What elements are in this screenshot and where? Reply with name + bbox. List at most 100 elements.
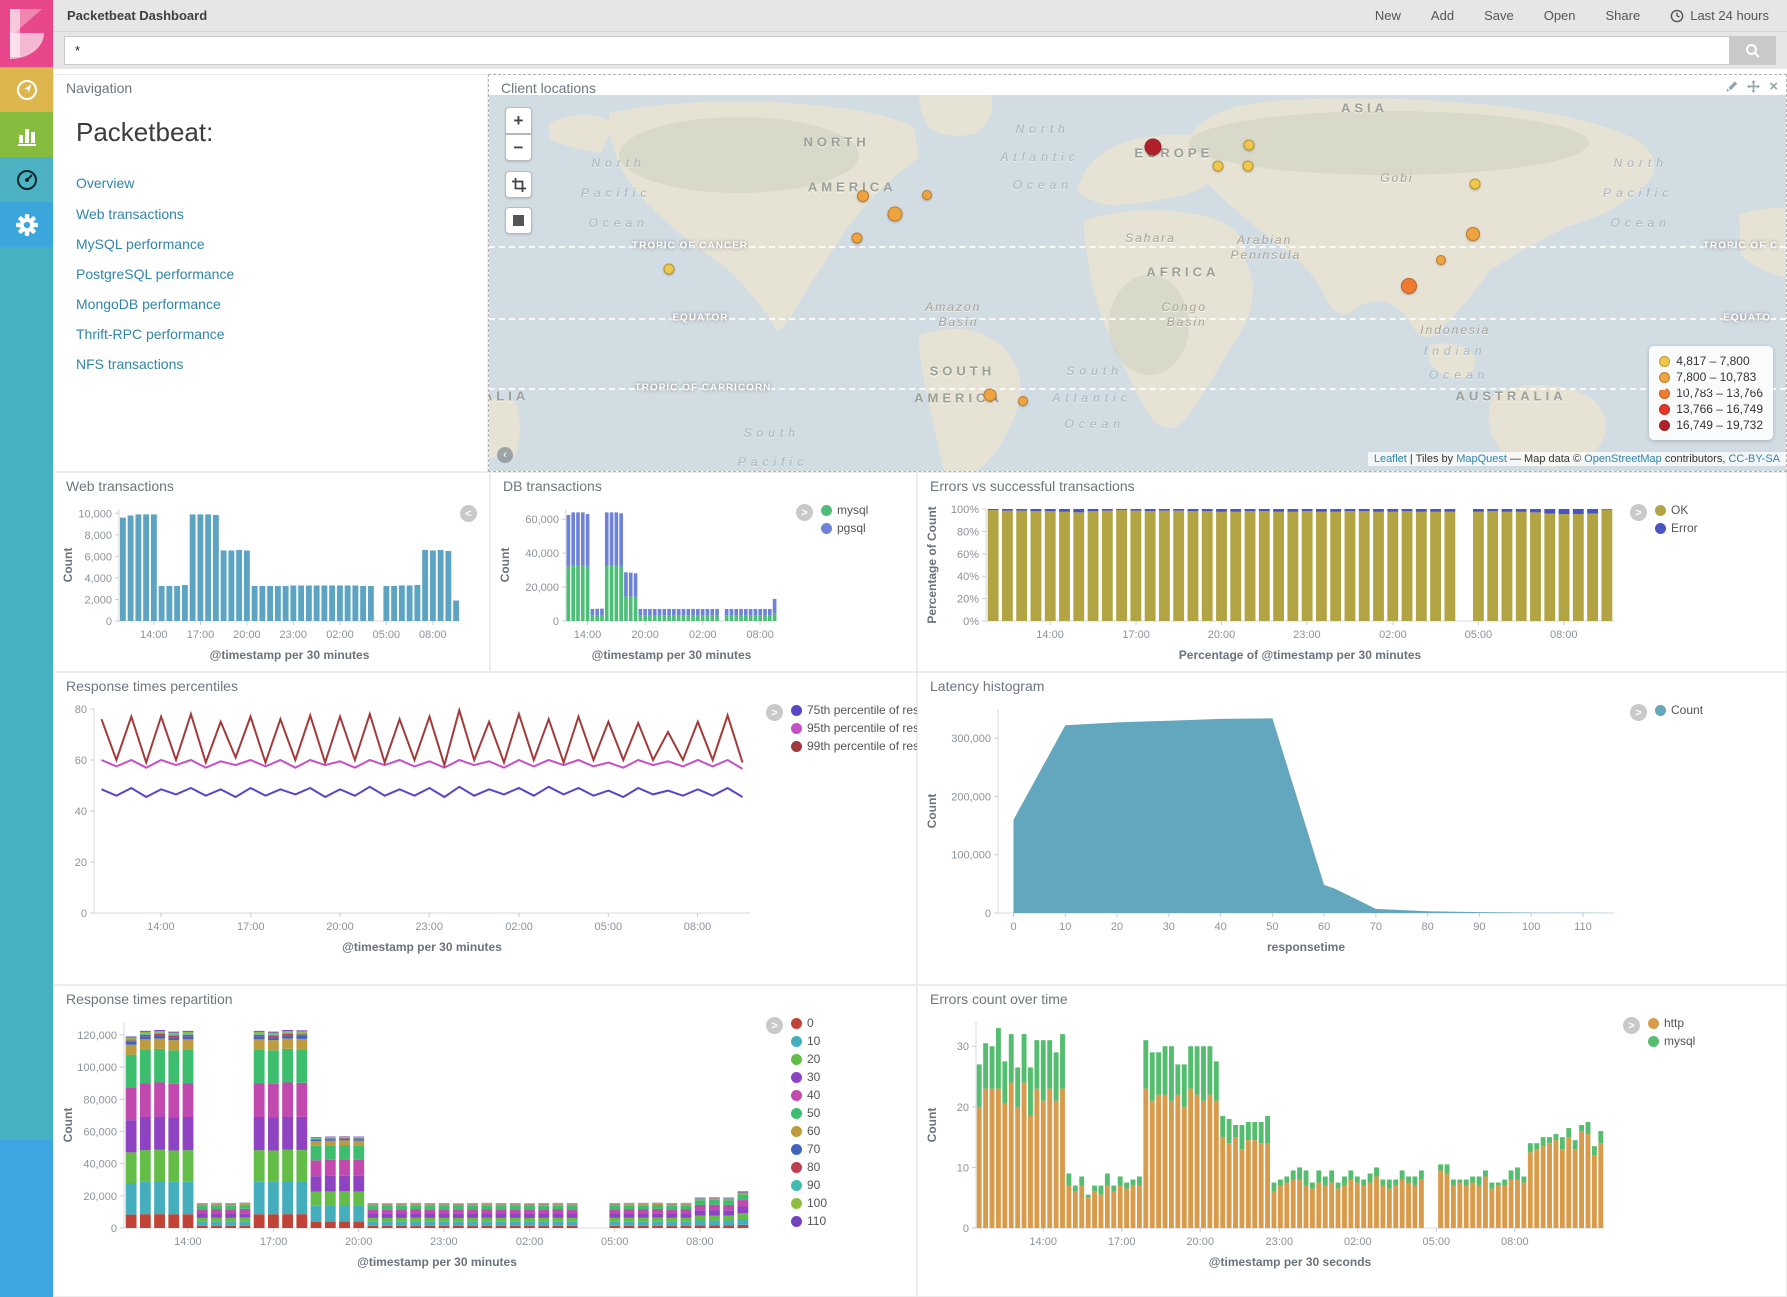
- legend-expand-toggle[interactable]: >: [1630, 704, 1647, 721]
- response-repartition-chart[interactable]: 0 20,000 40,000 60,000 80,000 100,000 120,000 1…: [60, 1012, 760, 1274]
- map-marker[interactable]: [1243, 139, 1255, 151]
- legend-item[interactable]: mysql: [1648, 1034, 1695, 1048]
- legend-color-dot: [791, 1107, 802, 1119]
- legend-item[interactable]: 90: [791, 1178, 827, 1192]
- map-marker[interactable]: [1018, 396, 1029, 407]
- legend-item[interactable]: 50: [791, 1106, 827, 1120]
- legend-item[interactable]: 75th percentile of res...: [791, 703, 929, 717]
- map-canvas[interactable]: + − 4,817 – 7,800 7,800 – 10,783 10,783 – …: [489, 95, 1786, 471]
- map-zoom-out-button[interactable]: −: [505, 134, 532, 161]
- map-marker[interactable]: [1242, 160, 1254, 172]
- navigation-panel: Navigation Packetbeat: Overview Web tran…: [53, 74, 488, 472]
- legend-item[interactable]: http: [1648, 1016, 1695, 1030]
- top-bar: Packetbeat Dashboard New Add Save Open S…: [53, 0, 1787, 32]
- legend-item[interactable]: 0: [791, 1016, 827, 1030]
- legend-item[interactable]: 95th percentile of res...: [791, 721, 929, 735]
- map-marker[interactable]: [1466, 226, 1481, 241]
- map-marker[interactable]: [922, 189, 933, 200]
- edit-pencil-icon[interactable]: [1725, 80, 1738, 93]
- legend-expand-toggle[interactable]: >: [1623, 1017, 1640, 1034]
- legend-item[interactable]: 40: [791, 1088, 827, 1102]
- svg-text:17:00: 17:00: [187, 629, 215, 641]
- menu-new[interactable]: New: [1374, 8, 1401, 23]
- errors-count-chart[interactable]: 0 10 20 30 14:00 17:00 20:00 23:00 02:00 05:00 08:…: [924, 1012, 1614, 1274]
- map-marker[interactable]: [1144, 138, 1162, 156]
- svg-text:23:00: 23:00: [279, 629, 307, 641]
- nav-link-web-transactions[interactable]: Web transactions: [76, 206, 184, 222]
- legend-item[interactable]: OK: [1655, 503, 1698, 517]
- map-marker[interactable]: [887, 206, 903, 222]
- map-marker[interactable]: [1435, 254, 1446, 265]
- attribution-link[interactable]: Leaflet: [1373, 453, 1407, 465]
- nav-link-overview[interactable]: Overview: [76, 175, 135, 191]
- nav-link-mongodb-performance[interactable]: MongoDB performance: [76, 296, 221, 312]
- legend-collapse-toggle[interactable]: <: [460, 505, 477, 522]
- move-icon[interactable]: [1747, 80, 1761, 93]
- legend-label: 10: [807, 1034, 821, 1048]
- nav-link-nfs-transactions[interactable]: NFS transactions: [76, 356, 184, 372]
- map-zoom-in-button[interactable]: +: [505, 107, 532, 134]
- errors-vs-success-chart[interactable]: 0% 20% 40% 60% 80% 100% 14:00 17:00 20:00 23:00 02…: [924, 499, 1624, 667]
- attribution-toggle[interactable]: ‹: [497, 447, 513, 463]
- web-transactions-chart[interactable]: 0 2,000 4,000 6,000 8,000 10,000 14:00 17:00 20:…: [60, 499, 470, 667]
- legend-color-dot: [1648, 1035, 1659, 1047]
- legend-item[interactable]: pgsql: [821, 521, 868, 535]
- legend-item[interactable]: mysql: [821, 503, 868, 517]
- svg-text:40: 40: [1214, 921, 1226, 933]
- map-fit-bounds-button[interactable]: [505, 207, 532, 234]
- map-marker[interactable]: [1212, 160, 1224, 172]
- legend-item[interactable]: 10: [791, 1034, 827, 1048]
- legend-label: pgsql: [837, 521, 866, 535]
- menu-save[interactable]: Save: [1484, 8, 1514, 23]
- map-marker[interactable]: [663, 263, 675, 275]
- map-draw-filter-button[interactable]: [505, 171, 532, 198]
- search-button[interactable]: [1730, 36, 1776, 65]
- attribution-link[interactable]: CC-BY-SA: [1728, 453, 1780, 465]
- legend-expand-toggle[interactable]: >: [766, 704, 783, 721]
- nav-discover-button[interactable]: [0, 67, 53, 112]
- legend-item[interactable]: 80: [791, 1160, 827, 1174]
- attribution-link[interactable]: MapQuest: [1456, 453, 1507, 465]
- legend-item[interactable]: Count: [1655, 703, 1703, 717]
- nav-settings-button[interactable]: [0, 202, 53, 247]
- svg-text:0: 0: [963, 1223, 969, 1235]
- legend-expand-toggle[interactable]: >: [1630, 504, 1647, 521]
- nav-visualize-button[interactable]: [0, 112, 53, 157]
- db-transactions-chart[interactable]: 0 20,000 40,000 60,000 14:00 20:00 02:00 08:00 @…: [497, 499, 787, 667]
- map-marker[interactable]: [1469, 178, 1481, 190]
- legend-item[interactable]: 100: [791, 1196, 827, 1210]
- legend-item[interactable]: 99th percentile of res...: [791, 739, 929, 753]
- close-icon[interactable]: ×: [1769, 78, 1778, 95]
- menu-open[interactable]: Open: [1543, 8, 1576, 23]
- search-input[interactable]: [64, 36, 1730, 65]
- latency-histogram-chart[interactable]: 0 100,000 200,000 300,000 0 10 20 30 40 50 60 70 80 9…: [924, 699, 1624, 959]
- legend-expand-toggle[interactable]: >: [766, 1017, 783, 1034]
- attribution-link[interactable]: OpenStreetMap: [1584, 453, 1662, 465]
- map-marker[interactable]: [983, 388, 997, 402]
- nav-link-thrift-rpc-performance[interactable]: Thrift-RPC performance: [76, 326, 225, 342]
- svg-text:23:00: 23:00: [1266, 1236, 1294, 1248]
- legend-item[interactable]: 70: [791, 1142, 827, 1156]
- legend-item[interactable]: 30: [791, 1070, 827, 1084]
- svg-text:20,000: 20,000: [525, 582, 559, 594]
- map-marker[interactable]: [851, 232, 863, 243]
- kibana-logo[interactable]: [0, 0, 53, 67]
- nav-dashboard-button[interactable]: [0, 157, 53, 202]
- menu-add[interactable]: Add: [1430, 8, 1455, 23]
- legend-color-dot: [791, 1179, 802, 1191]
- svg-text:08:00: 08:00: [1501, 1236, 1529, 1248]
- legend-item[interactable]: Error: [1655, 521, 1698, 535]
- legend-item[interactable]: 110: [791, 1214, 827, 1228]
- menu-share[interactable]: Share: [1605, 8, 1641, 23]
- legend-item[interactable]: 60: [791, 1124, 827, 1138]
- legend-label: 30: [807, 1070, 821, 1084]
- legend-item[interactable]: 20: [791, 1052, 827, 1066]
- legend-expand-toggle[interactable]: >: [796, 504, 813, 521]
- map-marker[interactable]: [856, 189, 869, 202]
- response-percentiles-chart[interactable]: 0 20 40 60 80 14:00 17:00 20:00 23:00 02:00 05:00 0…: [60, 699, 760, 959]
- time-picker[interactable]: Last 24 hours: [1670, 8, 1769, 23]
- nav-link-postgresql-performance[interactable]: PostgreSQL performance: [76, 266, 235, 282]
- svg-text:80%: 80%: [957, 526, 979, 538]
- map-marker[interactable]: [1400, 278, 1417, 295]
- nav-link-mysql-performance[interactable]: MySQL performance: [76, 236, 205, 252]
